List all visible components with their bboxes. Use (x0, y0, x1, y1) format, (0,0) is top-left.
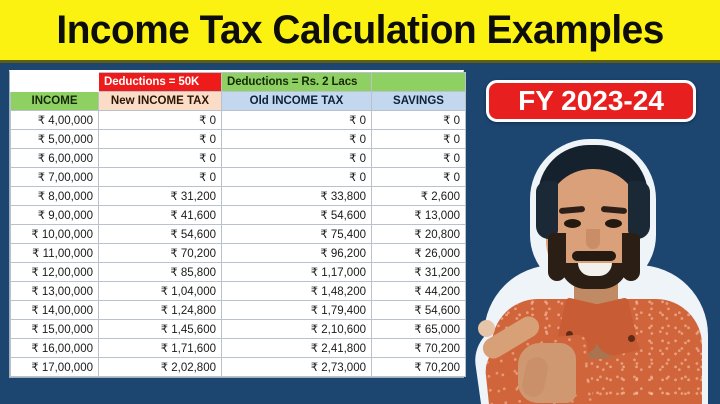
table-row: ₹ 10,00,000 ₹ 54,600 ₹ 75,400 ₹ 20,800 (10, 224, 466, 244)
presenter-nose (586, 229, 600, 249)
cell-income: ₹ 8,00,000 (10, 186, 99, 206)
cell-old-tax: ₹ 96,200 (221, 243, 372, 263)
column-header-income: INCOME (10, 91, 99, 111)
presenter-shirt-button (628, 335, 635, 342)
cell-income: ₹ 11,00,000 (10, 243, 99, 263)
cell-new-tax: ₹ 1,24,800 (98, 300, 222, 320)
banner-underline (0, 60, 720, 63)
column-header-row: INCOME New INCOME TAX Old INCOME TAX SAV… (10, 91, 466, 111)
cell-old-tax: ₹ 1,79,400 (221, 300, 372, 320)
cell-savings: ₹ 0 (371, 110, 466, 130)
header-group-blank (10, 72, 99, 92)
cell-old-tax: ₹ 33,800 (221, 186, 372, 206)
cell-income: ₹ 10,00,000 (10, 224, 99, 244)
presenter-hair-side-left (536, 181, 558, 239)
cell-savings: ₹ 0 (371, 148, 466, 168)
cell-income: ₹ 12,00,000 (10, 262, 99, 282)
cell-old-tax: ₹ 1,48,200 (221, 281, 372, 301)
cell-new-tax: ₹ 0 (98, 110, 222, 130)
cell-new-tax: ₹ 85,800 (98, 262, 222, 282)
cell-new-tax: ₹ 1,04,000 (98, 281, 222, 301)
table-row: ₹ 14,00,000 ₹ 1,24,800 ₹ 1,79,400 ₹ 54,6… (10, 300, 466, 320)
tax-comparison-table: Deductions = 50K Deductions = Rs. 2 Lacs… (9, 70, 466, 378)
cell-savings: ₹ 26,000 (371, 243, 466, 263)
cell-new-tax: ₹ 0 (98, 167, 222, 187)
cell-savings: ₹ 70,200 (371, 338, 466, 358)
sheet-grid: Deductions = 50K Deductions = Rs. 2 Lacs… (10, 72, 466, 377)
cell-new-tax: ₹ 41,600 (98, 205, 222, 225)
header-group-new-deductions: Deductions = 50K (98, 72, 222, 92)
cell-income: ₹ 13,00,000 (10, 281, 99, 301)
cell-income: ₹ 5,00,000 (10, 129, 99, 149)
presenter-mouth (578, 263, 612, 276)
cell-savings: ₹ 13,000 (371, 205, 466, 225)
table-row: ₹ 13,00,000 ₹ 1,04,000 ₹ 1,48,200 ₹ 44,2… (10, 281, 466, 301)
table-row: ₹ 11,00,000 ₹ 70,200 ₹ 96,200 ₹ 26,000 (10, 243, 466, 263)
cell-income: ₹ 17,00,000 (10, 357, 99, 377)
cell-savings: ₹ 0 (371, 167, 466, 187)
table-row: ₹ 16,00,000 ₹ 1,71,600 ₹ 2,41,800 ₹ 70,2… (10, 338, 466, 358)
cell-savings: ₹ 65,000 (371, 319, 466, 339)
presenter-fingertip (478, 320, 495, 337)
cell-old-tax: ₹ 1,17,000 (221, 262, 372, 282)
cell-old-tax: ₹ 0 (221, 110, 372, 130)
fy-badge-label: FY 2023-24 (518, 85, 664, 116)
cell-old-tax: ₹ 2,41,800 (221, 338, 372, 358)
table-row: ₹ 4,00,000 ₹ 0 ₹ 0 ₹ 0 (10, 110, 466, 130)
table-row: ₹ 6,00,000 ₹ 0 ₹ 0 ₹ 0 (10, 148, 466, 168)
presenter-figure (468, 135, 720, 404)
cell-new-tax: ₹ 0 (98, 129, 222, 149)
column-header-new-tax: New INCOME TAX (98, 91, 222, 111)
cell-new-tax: ₹ 0 (98, 148, 222, 168)
cell-old-tax: ₹ 0 (221, 129, 372, 149)
cell-income: ₹ 16,00,000 (10, 338, 99, 358)
presenter-hair-side-right (628, 181, 650, 239)
cell-savings: ₹ 44,200 (371, 281, 466, 301)
page-title: Income Tax Calculation Examples (56, 8, 664, 52)
header-group-row: Deductions = 50K Deductions = Rs. 2 Lacs (10, 72, 466, 92)
header-group-old-deductions: Deductions = Rs. 2 Lacs (221, 72, 372, 92)
presenter-moustache (572, 251, 616, 261)
cell-income: ₹ 15,00,000 (10, 319, 99, 339)
cell-income: ₹ 14,00,000 (10, 300, 99, 320)
cell-savings: ₹ 0 (371, 129, 466, 149)
table-row: ₹ 17,00,000 ₹ 2,02,800 ₹ 2,73,000 ₹ 70,2… (10, 357, 466, 377)
presenter-eye-left (564, 219, 581, 228)
presenter-eye-right (605, 219, 622, 228)
cell-old-tax: ₹ 75,400 (221, 224, 372, 244)
cell-savings: ₹ 2,600 (371, 186, 466, 206)
cell-savings: ₹ 31,200 (371, 262, 466, 282)
cell-new-tax: ₹ 54,600 (98, 224, 222, 244)
cell-savings: ₹ 70,200 (371, 357, 466, 377)
fy-badge: FY 2023-24 (486, 80, 696, 122)
cell-savings: ₹ 54,600 (371, 300, 466, 320)
cell-income: ₹ 7,00,000 (10, 167, 99, 187)
cell-old-tax: ₹ 0 (221, 148, 372, 168)
column-header-old-tax: Old INCOME TAX (221, 91, 372, 111)
cell-new-tax: ₹ 31,200 (98, 186, 222, 206)
cell-old-tax: ₹ 2,73,000 (221, 357, 372, 377)
table-row: ₹ 7,00,000 ₹ 0 ₹ 0 ₹ 0 (10, 167, 466, 187)
cell-income: ₹ 9,00,000 (10, 205, 99, 225)
cell-old-tax: ₹ 54,600 (221, 205, 372, 225)
cell-old-tax: ₹ 0 (221, 167, 372, 187)
cell-old-tax: ₹ 2,10,600 (221, 319, 372, 339)
cell-new-tax: ₹ 1,71,600 (98, 338, 222, 358)
header-group-savings (371, 72, 466, 92)
title-banner: Income Tax Calculation Examples (0, 0, 720, 60)
table-row: ₹ 8,00,000 ₹ 31,200 ₹ 33,800 ₹ 2,600 (10, 186, 466, 206)
cell-new-tax: ₹ 1,45,600 (98, 319, 222, 339)
cell-new-tax: ₹ 70,200 (98, 243, 222, 263)
table-row: ₹ 9,00,000 ₹ 41,600 ₹ 54,600 ₹ 13,000 (10, 205, 466, 225)
cell-income: ₹ 6,00,000 (10, 148, 99, 168)
cell-savings: ₹ 20,800 (371, 224, 466, 244)
table-row: ₹ 5,00,000 ₹ 0 ₹ 0 ₹ 0 (10, 129, 466, 149)
table-row: ₹ 12,00,000 ₹ 85,800 ₹ 1,17,000 ₹ 31,200 (10, 262, 466, 282)
cell-new-tax: ₹ 2,02,800 (98, 357, 222, 377)
table-row: ₹ 15,00,000 ₹ 1,45,600 ₹ 2,10,600 ₹ 65,0… (10, 319, 466, 339)
cell-income: ₹ 4,00,000 (10, 110, 99, 130)
column-header-savings: SAVINGS (371, 91, 466, 111)
sheet-body: Deductions = 50K Deductions = Rs. 2 Lacs… (10, 72, 466, 377)
